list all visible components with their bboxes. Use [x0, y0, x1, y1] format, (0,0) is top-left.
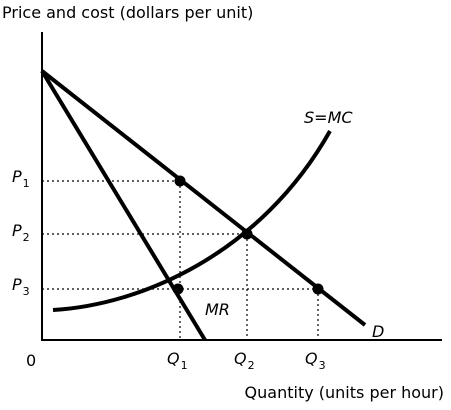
quantity-label-q3-main: Q	[305, 349, 318, 368]
price-label-p2-main: P	[12, 221, 22, 240]
mr-mc-intersection-point	[172, 283, 184, 295]
price-label-p1-main: P	[12, 167, 22, 186]
equilibrium-point	[241, 228, 253, 240]
supply-curve-label: S=MC	[304, 108, 353, 127]
quantity-label-q2-sub: 2	[248, 359, 255, 372]
quantity-label-q2: Q2	[234, 349, 255, 372]
monopoly-price-point	[174, 175, 186, 187]
price-label-p1: P1	[12, 167, 30, 190]
quantity-label-q1-sub: 1	[181, 359, 188, 372]
quantity-label-q1: Q1	[167, 349, 188, 372]
price-label-p3-sub: 3	[23, 285, 30, 298]
price-label-p2-sub: 2	[23, 231, 30, 244]
marginal-revenue-curve	[40, 69, 207, 342]
mr-curve-label: MR	[205, 300, 230, 319]
quantity-label-q3: Q3	[305, 349, 326, 372]
x-axis-title: Quantity (units per hour)	[245, 383, 444, 402]
demand-curve	[40, 69, 367, 327]
origin-label: 0	[26, 351, 36, 370]
quantity-label-q2-main: Q	[234, 349, 247, 368]
supply-curve	[52, 130, 332, 312]
y-axis-title: Price and cost (dollars per unit)	[2, 3, 253, 22]
quantity-label-q1-main: Q	[167, 349, 180, 368]
quantity-label-q3-sub: 3	[319, 359, 326, 372]
demand-point-q3	[312, 283, 324, 295]
price-label-p1-sub: 1	[23, 177, 30, 190]
demand-curve-label: D	[372, 322, 384, 341]
price-label-p3: P3	[12, 275, 30, 298]
price-label-p2: P2	[12, 221, 30, 244]
price-label-p3-main: P	[12, 275, 22, 294]
